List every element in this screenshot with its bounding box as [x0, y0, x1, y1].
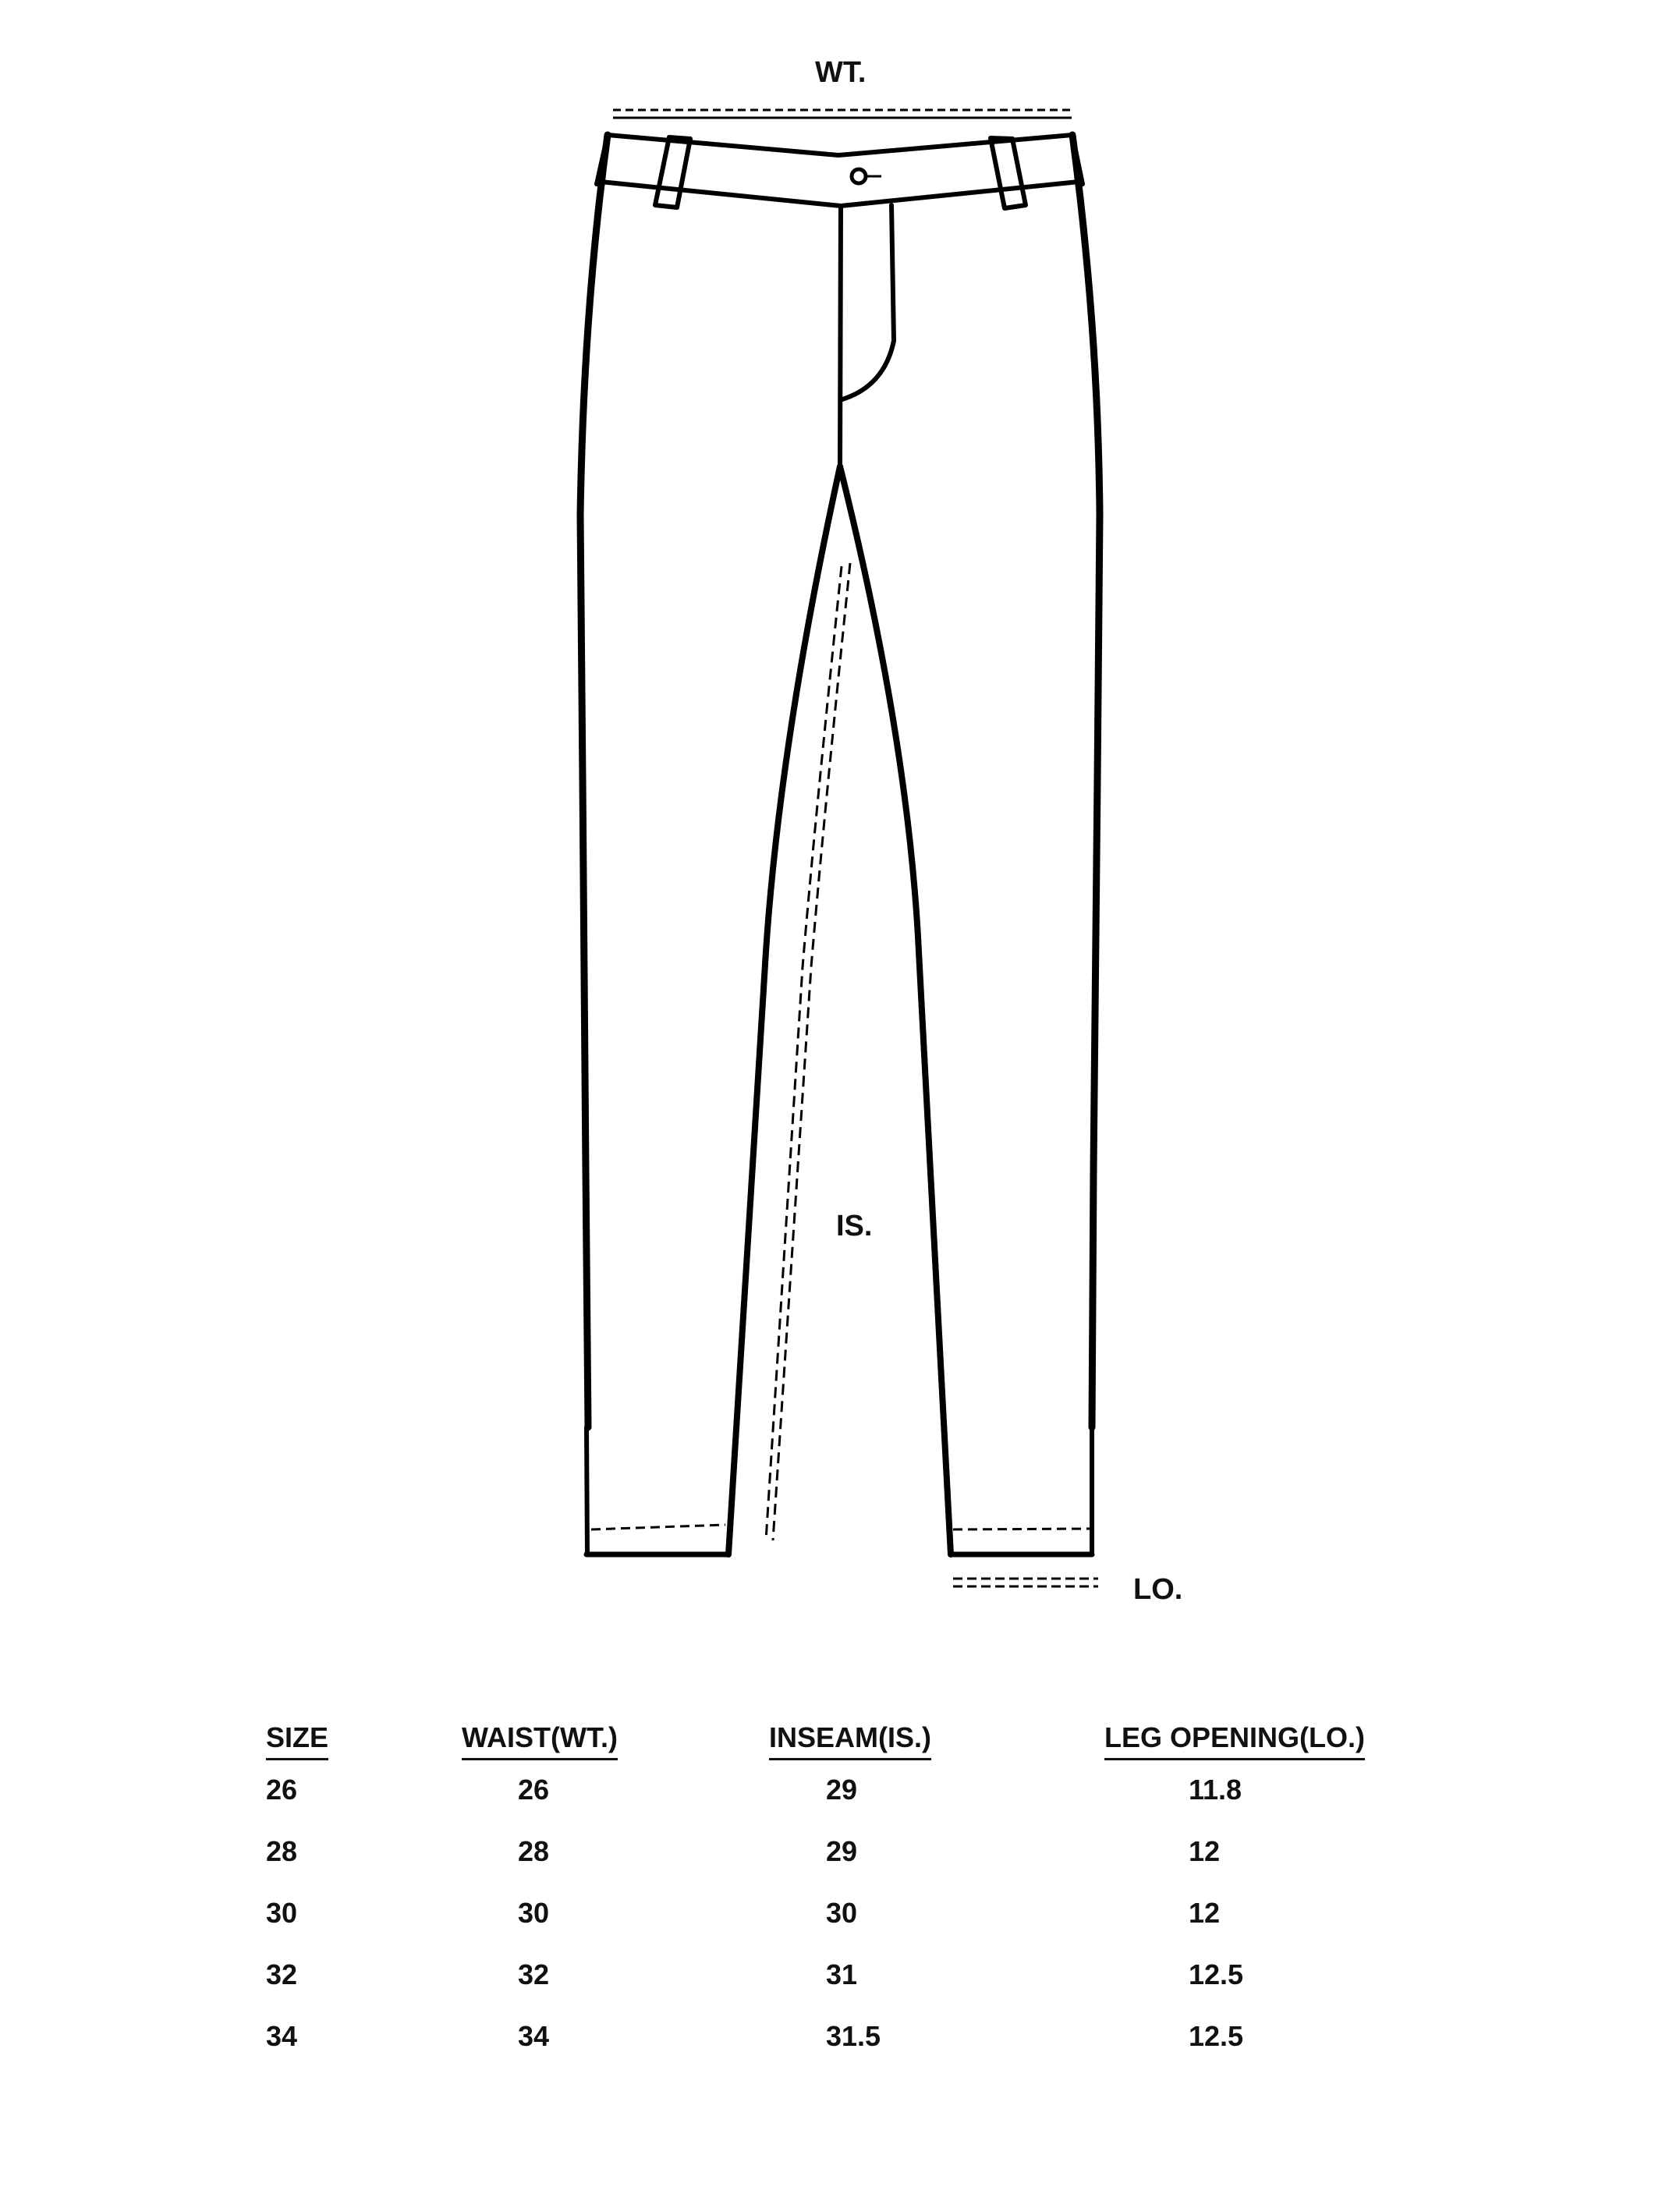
table-cell: 12.5: [1189, 2020, 1244, 2052]
table-cell: 32: [266, 1958, 298, 1990]
pants-outline-icon: [576, 131, 1104, 1558]
table-cell: 32: [518, 1958, 550, 1990]
table-header-leg-opening: LEG OPENING(LO.): [1104, 1724, 1366, 1760]
inseam-label: IS.: [836, 1210, 873, 1242]
table-cell: 11.8: [1189, 1774, 1242, 1806]
table-cell: 34: [518, 2020, 550, 2052]
button-icon: [849, 167, 881, 186]
table-header-waist: WAIST(WT.): [462, 1724, 618, 1760]
table-cell: 28: [266, 1835, 298, 1867]
measure-line-icon: [590, 1523, 1090, 1531]
table-cell: 34: [266, 2020, 298, 2052]
table-cell: 26: [518, 1774, 550, 1806]
table-header-inseam: INSEAM(IS.): [769, 1724, 932, 1760]
table-cell: 30: [266, 1897, 298, 1929]
table-cell: 12: [1189, 1897, 1221, 1929]
table-cell: 31.5: [826, 2020, 881, 2052]
table-cell: 29: [826, 1774, 858, 1806]
waist-label: WT.: [815, 56, 867, 89]
leg-opening-label: LO.: [1133, 1573, 1183, 1606]
belt-loop-icon: [653, 135, 1028, 211]
measure-line-icon: [764, 562, 852, 1541]
table-cell: 12.5: [1189, 1958, 1244, 1990]
table-cell: 30: [826, 1897, 858, 1929]
measure-line-icon: [613, 108, 1072, 119]
table-cell: 29: [826, 1835, 858, 1867]
table-cell: 12: [1189, 1835, 1221, 1867]
table-header-size: SIZE: [266, 1724, 329, 1760]
table-cell: 26: [266, 1774, 298, 1806]
table-cell: 30: [518, 1897, 550, 1929]
measure-line-icon: [953, 1577, 1098, 1588]
table-cell: 28: [518, 1835, 550, 1867]
table-cell: 31: [826, 1958, 858, 1990]
